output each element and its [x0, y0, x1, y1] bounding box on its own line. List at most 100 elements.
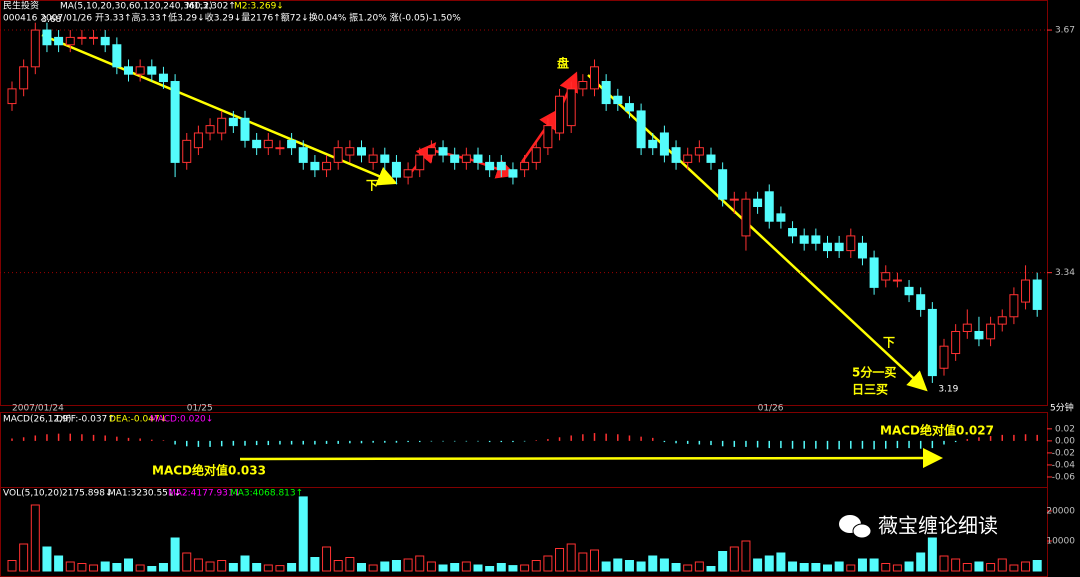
y-tick-label: 10000 [1046, 537, 1075, 547]
annotation: 5分一买 [852, 365, 896, 380]
volume-bar [461, 561, 471, 572]
volume-bar [1032, 560, 1042, 572]
candle-body [275, 147, 285, 150]
volume-bar [322, 546, 332, 572]
volume-bar [741, 540, 751, 572]
low-label: 3.19 [938, 384, 958, 394]
ma-setting: MA(5,10,20,30,60,120,240,360,2) [60, 2, 213, 12]
candle-body [252, 139, 262, 149]
annotation: MACD绝对值0.033 [152, 463, 266, 478]
macd-title: MACD(26,12,9) [3, 415, 71, 425]
y-tick-label: -0.04 [1052, 460, 1076, 470]
volume-bar [555, 548, 565, 572]
indicator: MA3:4068.813↑ [230, 489, 303, 499]
volume-bar [100, 561, 110, 572]
candle-body [881, 272, 891, 281]
indicator: M1:3.302↑ [186, 2, 236, 12]
candle-body [217, 117, 227, 134]
up-arrow [520, 108, 559, 163]
volume-bar [438, 564, 448, 572]
indicator: MACD:0.020↓ [150, 415, 213, 425]
volume-bar [799, 563, 809, 572]
volume-bar [403, 558, 413, 572]
volume-bar [776, 552, 786, 572]
volume-bar [857, 558, 867, 572]
candle-body [30, 29, 40, 68]
volume-bar [706, 566, 716, 572]
volume-bar [89, 564, 99, 572]
volume-bar [65, 561, 75, 572]
volume-bar [357, 563, 366, 572]
candle-body [228, 117, 238, 127]
candle-body [823, 242, 832, 252]
watermark-icon [839, 515, 872, 539]
candle-body [357, 147, 366, 156]
volume-bar [671, 563, 681, 572]
candle-body [170, 81, 180, 163]
candle-body [54, 36, 64, 46]
x-tick-label: 01/25 [187, 404, 213, 414]
candle-body [1009, 294, 1019, 318]
candle-body [974, 330, 984, 340]
candle-body [729, 198, 739, 201]
y-tick-label: -0.02 [1052, 448, 1075, 458]
y-tick-label: 20000 [1046, 507, 1075, 517]
volume-bar [951, 558, 961, 572]
volume-bar [927, 537, 937, 572]
volume-bar [892, 564, 902, 572]
y-tick-label: 3.34 [1055, 268, 1075, 278]
volume-bar [823, 564, 832, 572]
volume-bar [508, 565, 518, 572]
candle-body [636, 110, 646, 149]
volume-bar [368, 564, 378, 572]
candle-body [473, 154, 483, 163]
candle-body [310, 161, 320, 171]
candle-body [100, 36, 110, 46]
indicator: DEA:-0.047↓ [109, 415, 167, 425]
candle-body [927, 308, 937, 377]
volume-bar [718, 551, 728, 572]
volume-bar [7, 560, 17, 572]
candle-body [42, 29, 52, 46]
candle-body [799, 235, 809, 244]
volume-bar [19, 543, 29, 572]
candle-body [869, 257, 879, 288]
candle-body [718, 169, 728, 200]
candle-body [333, 147, 343, 163]
volume-bar [1021, 561, 1031, 572]
volume-bar [450, 563, 460, 572]
x-tick-label: 2007/01/24 [12, 404, 64, 414]
volume-bar [135, 564, 145, 572]
candle-body [986, 323, 996, 340]
volume-bar [415, 555, 425, 572]
high-label: 3.68 [41, 15, 61, 25]
volume-bar [694, 561, 704, 572]
volume-bar [124, 558, 133, 572]
candle-body [916, 294, 926, 310]
candle-body [624, 103, 634, 112]
candle-body [706, 154, 716, 163]
candle-body [834, 242, 844, 252]
volume-bar [42, 546, 52, 572]
indicator: MA2:4177.931↓ [168, 489, 241, 499]
y-tick-label: 3.67 [1055, 26, 1075, 36]
candle-body [298, 147, 308, 163]
candle-body [590, 66, 599, 90]
indicator: M2:3.269↓ [234, 2, 284, 12]
volume-bar [473, 564, 483, 572]
annotation: MACD绝对值0.027 [880, 423, 994, 438]
volume-bar [240, 555, 250, 572]
volume-bar [275, 565, 285, 572]
volume-bar [566, 543, 576, 572]
volume-bar [531, 560, 541, 572]
candle-body [683, 154, 693, 163]
volume-bar [962, 563, 972, 572]
candle-body [89, 36, 99, 39]
volume-bar [601, 561, 611, 572]
volume-bar [590, 549, 599, 572]
candle-body [520, 161, 530, 171]
candle-body [648, 139, 658, 149]
indicator: 2175.898↓ [62, 489, 112, 499]
candle-body [124, 66, 133, 75]
